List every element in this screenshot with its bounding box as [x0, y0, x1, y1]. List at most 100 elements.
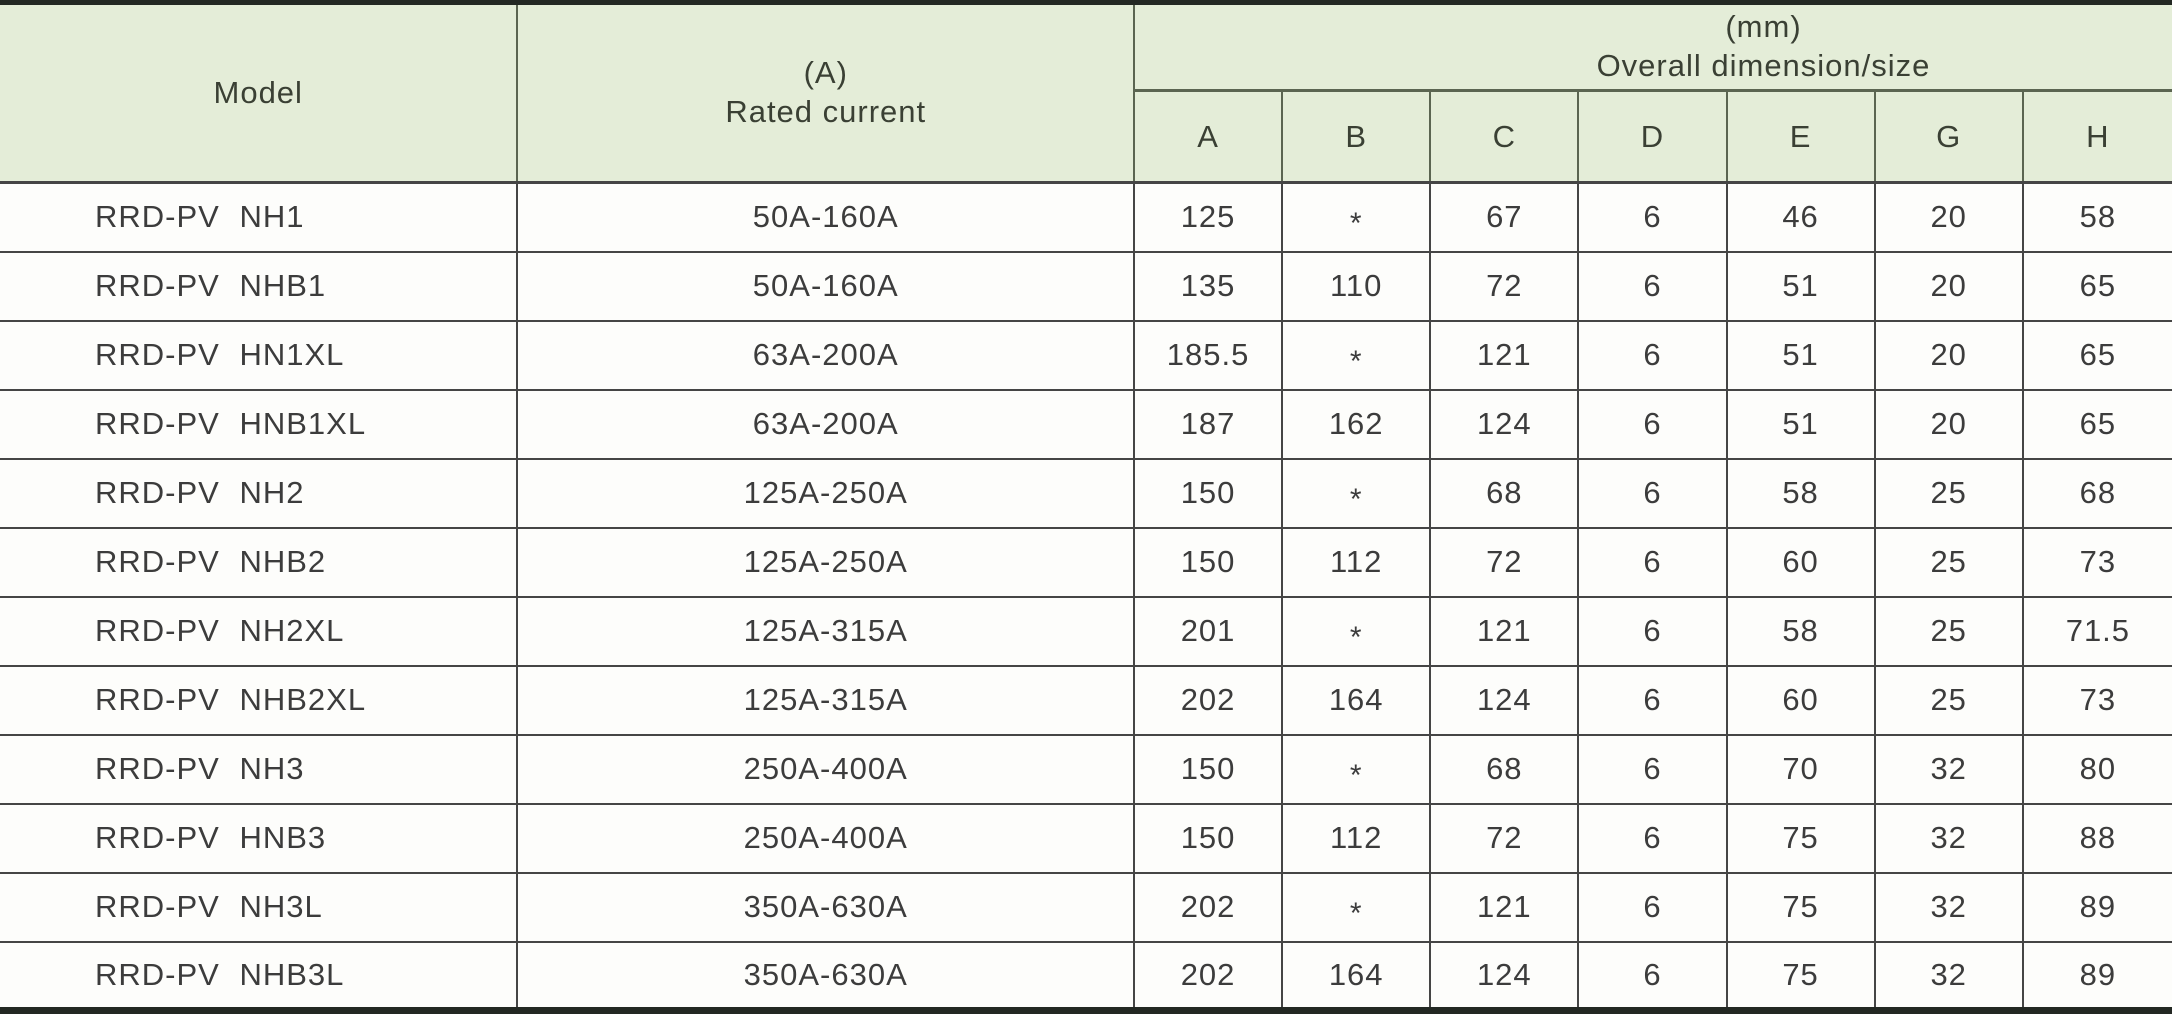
dimension-cell: 88 — [2021, 802, 2172, 874]
dimension-cell: 135 — [1132, 250, 1284, 322]
dimension-cell: 73 — [2021, 664, 2172, 736]
dimension-cell: 58 — [1725, 595, 1876, 667]
dimension-cell: 65 — [2021, 319, 2172, 391]
model-header-label: Model — [213, 74, 303, 110]
model-cell: RRD-PV NH2XL — [0, 595, 519, 667]
model-cell: RRD-PV HN1XL — [0, 319, 519, 391]
dimension-cell: 58 — [1725, 457, 1876, 529]
model-cell: RRD-PV NHB3L — [0, 940, 519, 1012]
dimension-cell: 51 — [1725, 319, 1876, 391]
dimension-cell: 20 — [1873, 319, 2024, 391]
table-row: RRD-PV NH2 125A-250A 150 * 68 6 58 25 68 — [0, 457, 2172, 529]
dimension-cell: 110 — [1281, 250, 1432, 322]
rated-current-cell: 350A-630A — [516, 940, 1135, 1012]
dimension-cell: 150 — [1132, 457, 1284, 529]
dimension-cell: 25 — [1873, 526, 2024, 598]
dimension-cell: 124 — [1429, 940, 1580, 1012]
dimension-cell: 32 — [1873, 802, 2024, 874]
column-header-dim-b: B — [1281, 89, 1432, 184]
dimension-cell: 25 — [1873, 664, 2024, 736]
dimension-cell: 6 — [1577, 664, 1728, 736]
dimension-cell: 112 — [1281, 526, 1432, 598]
dimension-cell: 32 — [1873, 733, 2024, 805]
rated-current-cell: 125A-250A — [516, 457, 1135, 529]
dimension-cell: * — [1281, 319, 1432, 391]
dimension-cell: 185.5 — [1132, 319, 1284, 391]
dimension-cell: 121 — [1429, 595, 1580, 667]
dimension-cell: 46 — [1725, 181, 1876, 253]
column-header-model: Model — [0, 1, 519, 184]
asterisk-placeholder: * — [1349, 345, 1363, 378]
dimension-cell: 124 — [1429, 388, 1580, 460]
asterisk-placeholder: * — [1349, 897, 1363, 930]
dimensions-group-header: (mm) Overall dimension/size — [1245, 8, 2172, 86]
dimension-cell: 89 — [2021, 940, 2172, 1012]
dimension-cell: 20 — [1873, 250, 2024, 322]
asterisk-placeholder: * — [1349, 483, 1363, 516]
dimension-cell: 124 — [1429, 664, 1580, 736]
dimension-cell: * — [1281, 181, 1432, 253]
rated-current-cell: 125A-315A — [516, 664, 1135, 736]
dimension-cell: 70 — [1725, 733, 1876, 805]
table-body: RRD-PV NH1 50A-160A 125 * 67 6 46 20 58 RRD-PV NH… — [0, 181, 2172, 1012]
table-row: RRD-PV HNB3 250A-400A 150 112 72 6 75 32 88 — [0, 802, 2172, 874]
dimension-cell: 6 — [1577, 802, 1728, 874]
rated-current-cell: 350A-630A — [516, 871, 1135, 943]
dimension-cell: * — [1281, 595, 1432, 667]
dimension-cell: 71.5 — [2021, 595, 2172, 667]
column-header-dim-a: A — [1134, 89, 1284, 184]
table-row: RRD-PV NHB2XL 125A-315A 202 164 124 6 60 25 73 — [0, 664, 2172, 736]
header-row-groups: Model (A) Rated current (mm) Overall dim… — [0, 1, 2172, 184]
rated-current-cell: 63A-200A — [516, 388, 1135, 460]
dimension-cell: 162 — [1281, 388, 1432, 460]
table-row: RRD-PV HN1XL 63A-200A 185.5 * 121 6 51 20 65 — [0, 319, 2172, 391]
dimension-cell: 32 — [1873, 871, 2024, 943]
dimension-cell: 25 — [1873, 457, 2024, 529]
rated-current-cell: 250A-400A — [516, 733, 1135, 805]
rated-current-cell: 250A-400A — [516, 802, 1135, 874]
table-row: RRD-PV NHB1 50A-160A 135 110 72 6 51 20 65 — [0, 250, 2172, 322]
asterisk-placeholder: * — [1349, 207, 1363, 241]
rated-current-cell: 125A-250A — [516, 526, 1135, 598]
dimension-cell: 73 — [2021, 526, 2172, 598]
dimension-cell: 68 — [1429, 733, 1580, 805]
dimension-cell: * — [1281, 871, 1432, 943]
table-row: RRD-PV NHB2 125A-250A 150 112 72 6 60 25 73 — [0, 526, 2172, 598]
rated-current-unit-label: (A) — [803, 55, 848, 91]
column-header-dimensions-group: (mm) Overall dimension/size — [1133, 1, 2172, 92]
dimension-cell: 58 — [2021, 181, 2172, 253]
dimension-cell: 6 — [1577, 526, 1728, 598]
dimension-cell: 60 — [1725, 664, 1876, 736]
dimension-cell: 51 — [1725, 250, 1876, 322]
dimension-cell: 202 — [1132, 940, 1284, 1012]
dimension-cell: 6 — [1577, 940, 1728, 1012]
table-row: RRD-PV NH3L 350A-630A 202 * 121 6 75 32 89 — [0, 871, 2172, 943]
dimension-cell: 125 — [1132, 181, 1284, 253]
dimension-cell: 51 — [1725, 388, 1876, 460]
dimensions-unit-label: (mm) — [1725, 9, 1802, 45]
dimension-cell: 68 — [2021, 457, 2172, 529]
model-cell: RRD-PV NH2 — [0, 457, 519, 529]
dimension-cell: 6 — [1577, 595, 1728, 667]
dimension-cell: 150 — [1132, 526, 1284, 598]
dimension-cell: 25 — [1873, 595, 2024, 667]
dimension-cell: 6 — [1577, 388, 1728, 460]
column-header-dim-c: C — [1429, 89, 1580, 184]
dimension-cell: 202 — [1132, 871, 1284, 943]
rated-current-header-label: Rated current — [725, 94, 927, 129]
dimension-cell: 112 — [1281, 802, 1432, 874]
asterisk-placeholder: * — [1349, 759, 1363, 792]
dimension-cell: 75 — [1725, 871, 1876, 943]
dimension-cell: 202 — [1132, 664, 1284, 736]
model-cell: RRD-PV NHB2 — [0, 526, 519, 598]
model-cell: RRD-PV NH3L — [0, 871, 519, 943]
dimensions-group-label: Overall dimension/size — [1596, 48, 1931, 83]
dimension-cell: 6 — [1577, 181, 1728, 253]
dimension-cell: 67 — [1429, 181, 1580, 253]
dimension-cell: 32 — [1873, 940, 2024, 1012]
dimension-cell: 80 — [2021, 733, 2172, 805]
column-header-dim-g: G — [1873, 89, 2024, 184]
table-row: RRD-PV NH3 250A-400A 150 * 68 6 70 32 80 — [0, 733, 2172, 805]
